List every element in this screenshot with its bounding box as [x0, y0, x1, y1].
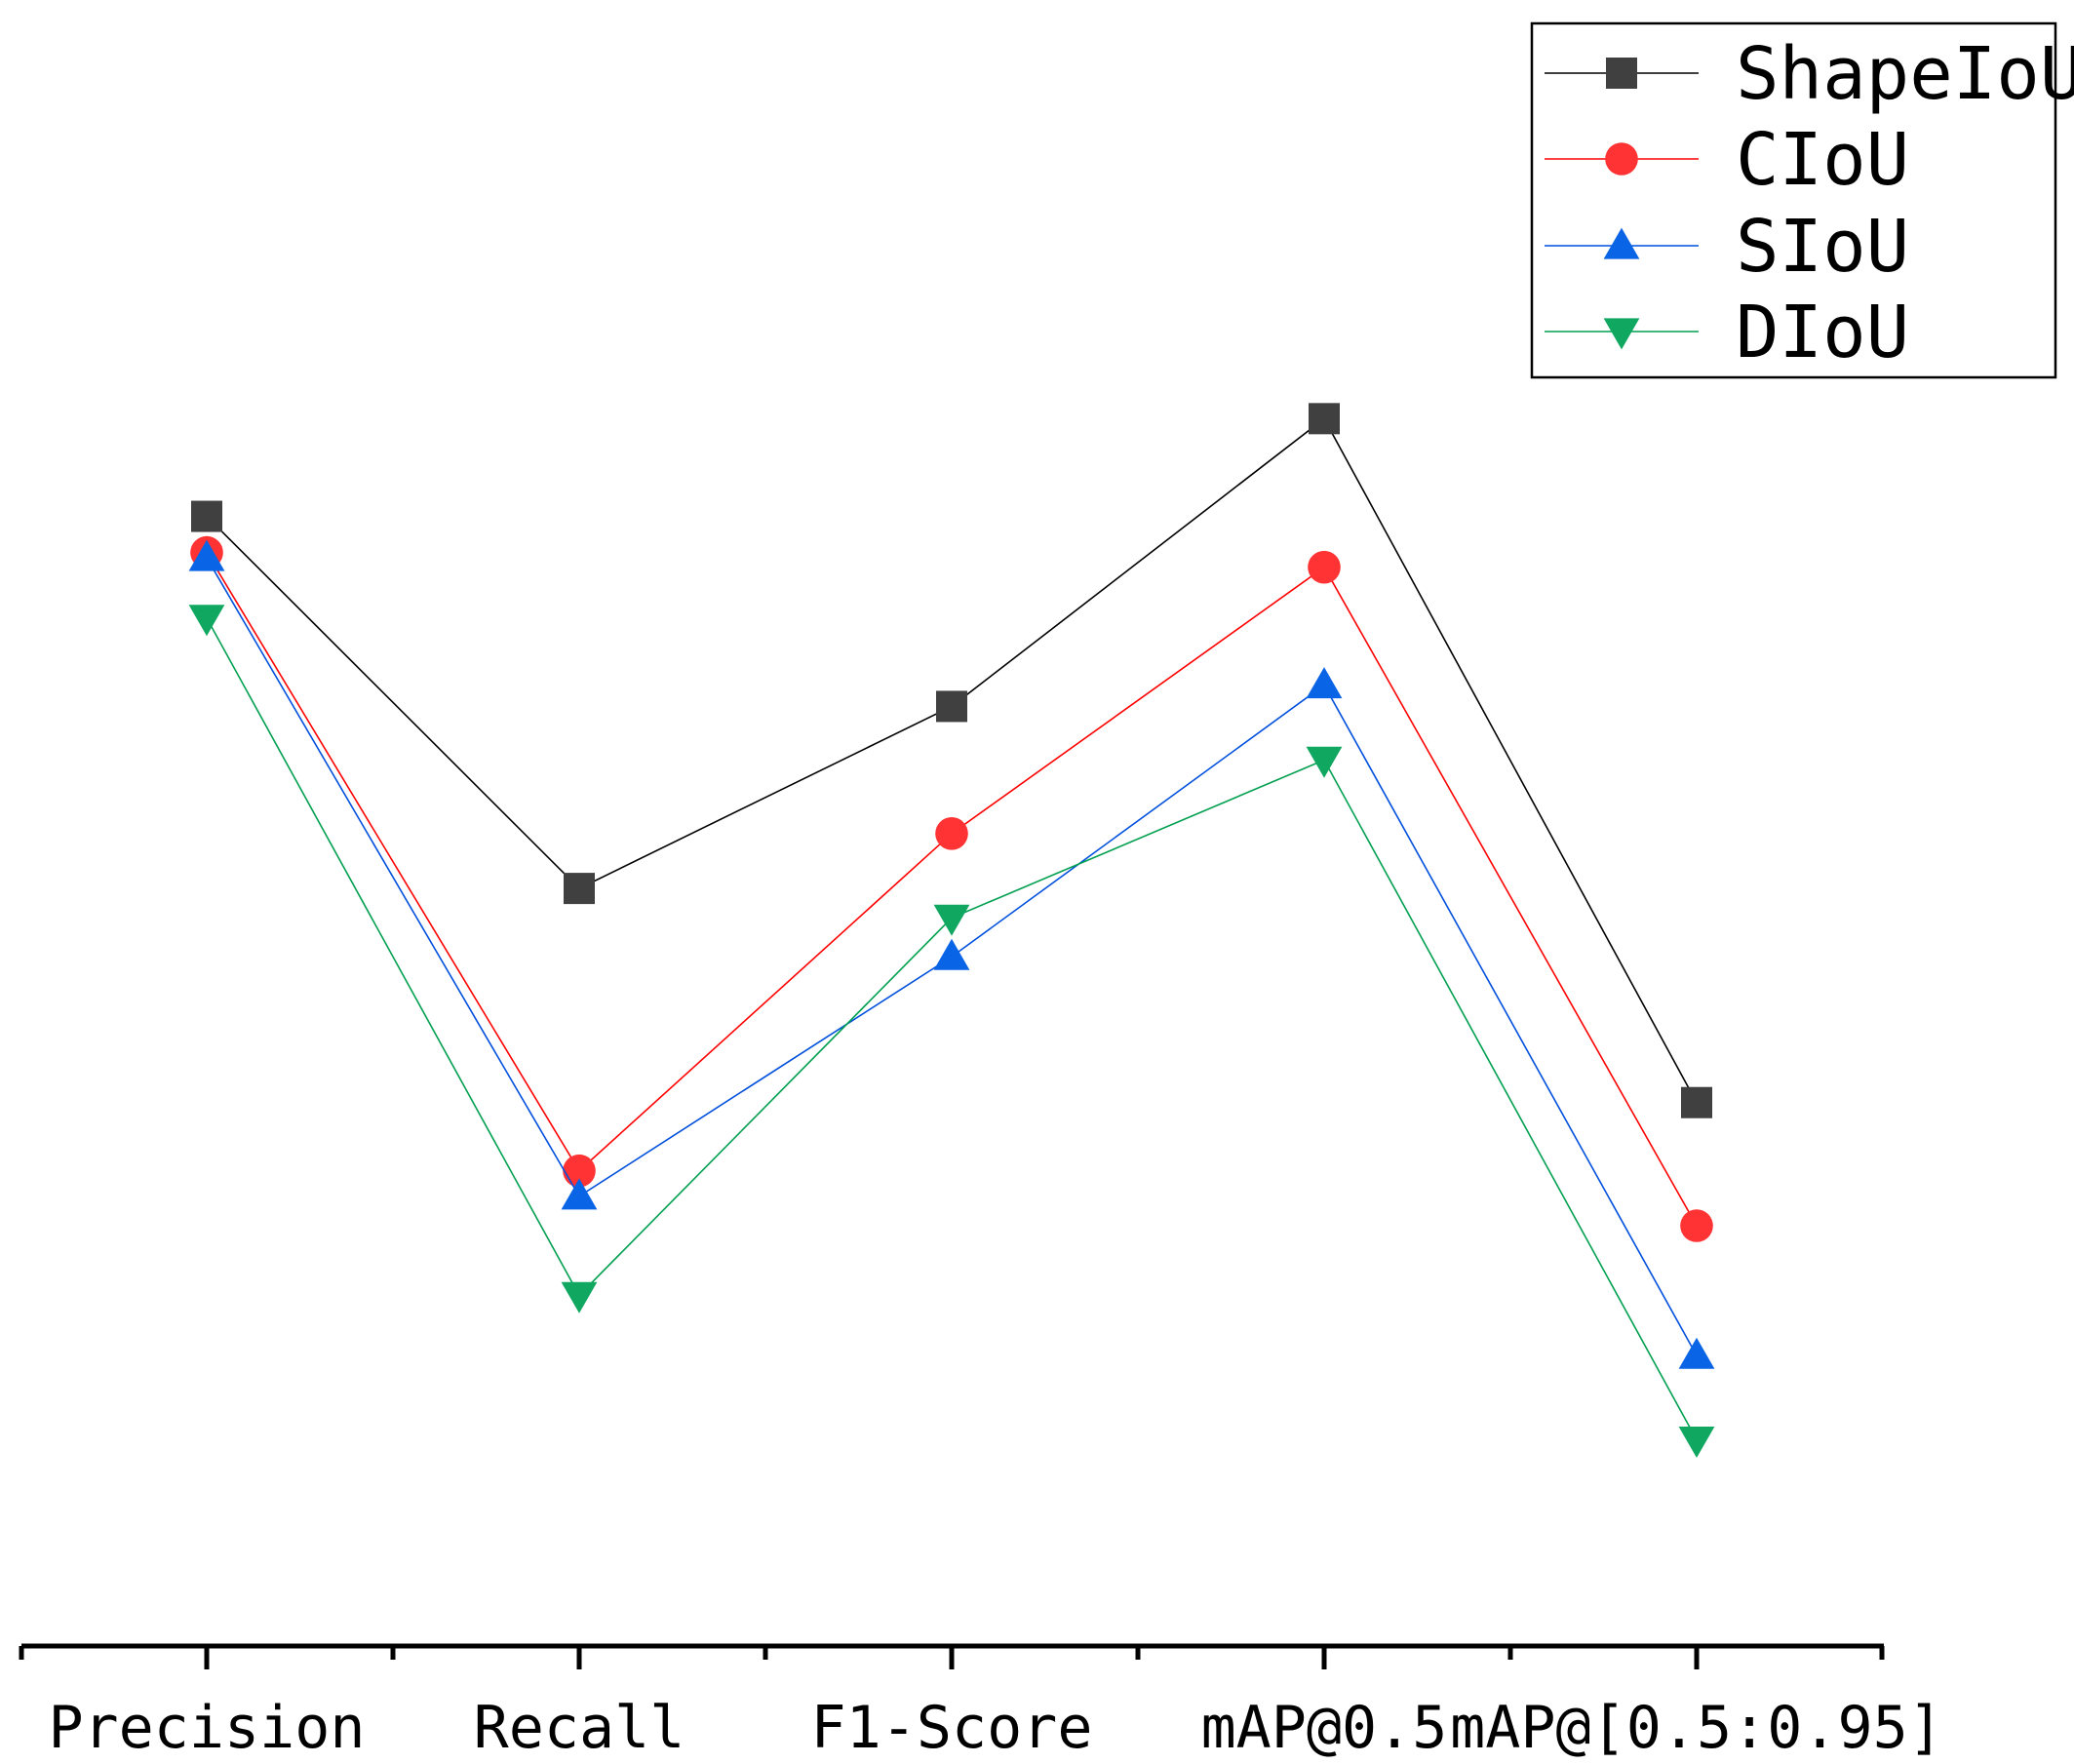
point-shapeiou-f1-score	[936, 690, 967, 723]
point-shapeiou-map-0-5	[1309, 403, 1340, 435]
point-siou-map-0-5	[1306, 667, 1343, 699]
point-siou-map-0-5-0-95	[1678, 1337, 1715, 1369]
point-ciou-f1-score	[935, 817, 968, 850]
point-diou-precision	[188, 605, 225, 637]
x-tick-label-map-0-5: mAP@0.5	[1201, 1694, 1448, 1762]
legend-label-shapeiou: ShapeIoU	[1736, 32, 2074, 116]
x-tick-label-f1-score: F1-Score	[811, 1694, 1093, 1762]
point-siou-precision	[188, 539, 225, 571]
legend-marker-ciou	[1605, 142, 1638, 176]
point-siou-f1-score	[933, 938, 970, 970]
x-tick-label-map-0-5-0-95: mAP@[0.5:0.95]	[1450, 1694, 1943, 1762]
point-diou-map-0-5	[1306, 746, 1343, 778]
series-ciou	[190, 535, 1713, 1242]
legend-label-siou: SIoU	[1736, 205, 1909, 289]
legend-marker-shapeiou	[1606, 58, 1637, 89]
point-ciou-recall	[563, 1154, 596, 1188]
point-ciou-map-0-5	[1308, 550, 1341, 584]
point-diou-recall	[561, 1281, 598, 1313]
series-siou	[188, 539, 1715, 1369]
x-axis: Precision Recall F1-Score mAP@0.5 mAP@[0.5:0…	[19, 1643, 1943, 1762]
series-line-shapeiou	[206, 417, 1698, 1104]
point-shapeiou-map-0-5-0-95	[1681, 1086, 1712, 1118]
legend-marker-siou	[1603, 227, 1640, 259]
series-line-diou	[206, 617, 1698, 1441]
series-shapeiou	[191, 403, 1712, 1118]
legend-marker-diou	[1603, 318, 1640, 350]
point-shapeiou-recall	[564, 873, 595, 905]
series-layer	[188, 403, 1715, 1459]
x-tick-label-precision: Precision	[48, 1694, 365, 1762]
series-line-ciou	[206, 552, 1698, 1227]
legend-label-diou: DIoU	[1736, 291, 1909, 374]
point-diou-map-0-5-0-95	[1678, 1427, 1715, 1459]
point-shapeiou-precision	[191, 500, 222, 532]
legend-label-ciou: CIoU	[1736, 118, 1909, 202]
point-ciou-map-0-5-0-95	[1680, 1209, 1713, 1242]
x-tick-label-recall: Recall	[474, 1694, 685, 1762]
point-diou-f1-score	[933, 904, 970, 936]
series-diou	[188, 605, 1715, 1459]
point-siou-recall	[561, 1178, 598, 1210]
